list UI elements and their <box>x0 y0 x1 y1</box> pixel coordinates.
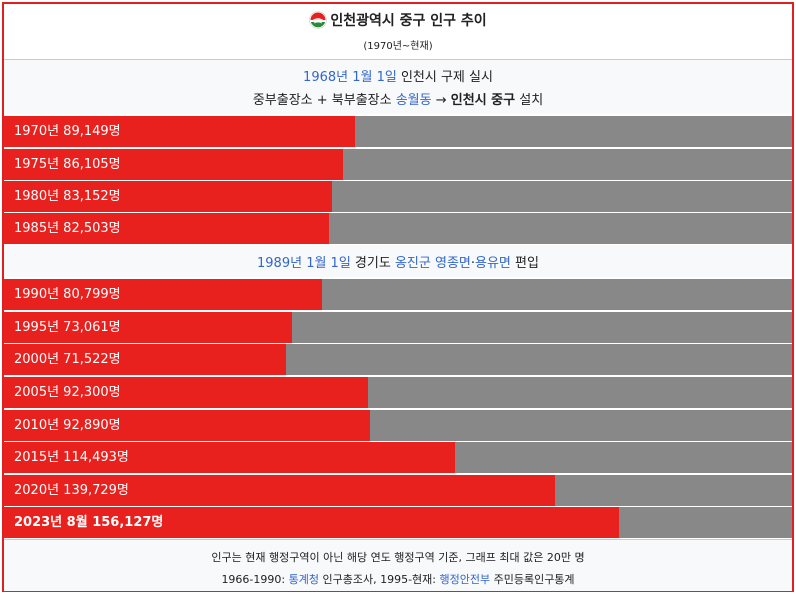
bar-label: 2005년 92,300명 <box>14 385 121 400</box>
yeongjong-link[interactable]: 영종면 <box>434 256 471 271</box>
bar-row: 2005년 92,300명 <box>4 377 792 408</box>
bar-label: 2020년 139,729명 <box>14 483 129 498</box>
note1-line2-prefix: 중부출장소 + 북부출장소 <box>252 93 396 108</box>
mois-link[interactable]: 행정안전부 <box>439 573 491 586</box>
bar-row: 2000년 71,522명 <box>4 344 792 375</box>
bar-row: 1980년 83,152명 <box>4 181 792 212</box>
bar-label: 2015년 114,493명 <box>14 450 129 465</box>
subtitle: (1970년~현재) <box>363 41 433 52</box>
bar-fill <box>4 344 286 375</box>
bar-fill <box>4 181 332 212</box>
bar-label: 2010년 92,890명 <box>14 418 121 433</box>
bar-fill <box>4 442 456 473</box>
note2-dot: · <box>470 256 476 271</box>
bar-label: 1970년 89,149명 <box>14 124 121 139</box>
note2-mid: 경기도 <box>350 256 395 271</box>
bar-fill <box>4 410 370 441</box>
bar-fill <box>4 377 368 408</box>
bar-row: 2015년 114,493명 <box>4 442 792 473</box>
footer-a: 1966-1990: <box>221 573 289 586</box>
note1-arrow: → <box>431 93 451 108</box>
date-link-1968[interactable]: 1968년 1월 1일 <box>303 70 397 85</box>
footer-note: 인구는 현재 행정구역이 아닌 해당 연도 행정구역 기준, 그래프 최대 값은… <box>211 551 585 564</box>
bar-fill <box>4 312 292 343</box>
bar-row: 1975년 86,105명 <box>4 149 792 180</box>
bar-label: 1975년 86,105명 <box>14 157 121 172</box>
footer-b: 인구총조사, 1995-현재: <box>318 573 440 586</box>
bar-label: 1980년 83,152명 <box>14 189 121 204</box>
yongyu-link[interactable]: 용유면 <box>475 256 511 271</box>
note2-suffix: 편입 <box>510 256 539 271</box>
note1-text: 인천시 구제 실시 <box>396 70 493 85</box>
bar-label: 2023년 8월 156,127명 <box>14 515 164 530</box>
bar-fill <box>4 149 344 180</box>
bar-fill <box>4 507 620 538</box>
ongjin-link[interactable]: 옹진군 <box>394 256 431 271</box>
bar-fill <box>4 213 330 244</box>
bar-fill <box>4 116 356 147</box>
bar-label: 1985년 82,503명 <box>14 221 121 236</box>
header: 인천광역시 중구 인구 추이 (1970년~현재) <box>4 4 792 60</box>
footer-c: 주민등록인구통계 <box>490 573 575 586</box>
footer: 인구는 현재 행정구역이 아닌 해당 연도 행정구역 기준, 그래프 최대 값은… <box>4 539 792 591</box>
bar-fill <box>4 475 555 506</box>
bar-row: 1995년 73,061명 <box>4 312 792 343</box>
bar-row: 1985년 82,503명 <box>4 213 792 244</box>
bar-row: 1970년 89,149명 <box>4 116 792 147</box>
note-1968: 1968년 1월 1일 인천시 구제 실시 중부출장소 + 북부출장소 송월동 … <box>4 60 792 114</box>
bar-row: 2020년 139,729명 <box>4 475 792 506</box>
note1-suffix: 설치 <box>515 93 544 108</box>
bar-row: 2023년 8월 156,127명 <box>4 507 792 538</box>
bar-row: 1990년 80,799명 <box>4 279 792 310</box>
note1-bold: 인천시 중구 <box>450 93 516 108</box>
bar-label: 1990년 80,799명 <box>14 287 121 302</box>
incheon-emblem-icon <box>309 11 328 29</box>
page-title: 인천광역시 중구 인구 추이 <box>330 13 487 29</box>
kostat-link[interactable]: 통계청 <box>288 573 319 586</box>
bar-label: 1995년 73,061명 <box>14 320 121 335</box>
bar-fill <box>4 279 323 310</box>
bar-row: 2010년 92,890명 <box>4 410 792 441</box>
title-row: 인천광역시 중구 인구 추이 <box>4 10 792 32</box>
bar-label: 2000년 71,522명 <box>14 352 121 367</box>
songwol-dong-link[interactable]: 송월동 <box>395 93 432 108</box>
note-1989: 1989년 1월 1일 경기도 옹진군 영종면·용유면 편입 <box>4 245 792 277</box>
date-link-1989[interactable]: 1989년 1월 1일 <box>257 256 351 271</box>
